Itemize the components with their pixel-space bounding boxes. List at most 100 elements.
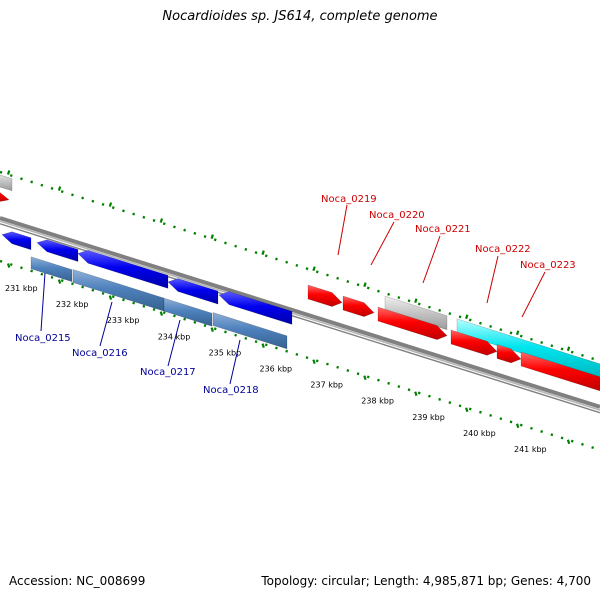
ruler-dot: [295, 352, 299, 356]
ruler-label-group: 231 kbp 232 kbp 233 kbp 234 kbp 235 kbp 236 k…: [5, 284, 547, 454]
ruler-dot: [173, 314, 176, 318]
ruler-major-tick: [261, 250, 265, 255]
ruler-major-tick: [6, 263, 11, 268]
reverse-gene-arrow: [167, 278, 219, 305]
feature-group: [0, 174, 600, 392]
ruler-dot: [581, 442, 584, 446]
ruler-major-tick: [515, 423, 520, 429]
ruler-major-tick: [57, 186, 62, 191]
ruler-lower: [0, 259, 595, 450]
ruler-upper: [0, 170, 595, 361]
ruler-major-tick: [363, 375, 367, 381]
forward-gene-arrow: [496, 344, 522, 364]
ruler-dot: [407, 299, 411, 303]
gene-label-leader: [521, 271, 546, 318]
ruler-dot: [448, 312, 452, 316]
ruler-dot: [417, 302, 421, 306]
ruler-dot: [183, 317, 187, 321]
genome-backbone: [0, 220, 600, 411]
ruler-label: 239 kbp: [412, 413, 445, 422]
ruler-dot: [489, 413, 493, 417]
ruler-dot: [458, 315, 462, 319]
ruler-dot: [224, 241, 227, 245]
reverse-cds-block: [30, 256, 73, 283]
ruler-label: 232 kbp: [56, 300, 89, 309]
genome-backbone: [0, 216, 600, 409]
ruler-major-tick: [6, 170, 11, 175]
gene-label: Noca_0217: [140, 367, 196, 378]
gene-label-leader: [167, 319, 181, 367]
ruler-dot: [244, 336, 248, 340]
ruler-major-tick: [159, 311, 164, 316]
ruler-dot: [0, 259, 3, 263]
ruler-dot: [377, 289, 380, 293]
ruler-dot: [581, 353, 584, 357]
ruler-dot: [244, 247, 248, 251]
ruler-dot: [264, 343, 268, 347]
ruler-dot: [336, 365, 340, 369]
ruler-dot: [315, 270, 319, 274]
ruler-dot: [397, 296, 401, 300]
ruler-dot: [479, 410, 482, 414]
forward-gene-arrow: [377, 306, 448, 340]
ruler-dot: [499, 328, 503, 332]
ruler-dot: [142, 304, 146, 308]
ruler-major-tick: [108, 202, 113, 207]
ruler-dot: [203, 235, 207, 239]
gene-label: Noca_0218: [203, 385, 259, 396]
ruler-label: 241 kbp: [514, 445, 547, 454]
ruler-dot: [438, 397, 442, 401]
ruler-dot: [315, 359, 319, 363]
ruler-dot: [264, 254, 268, 258]
ruler-dot: [530, 337, 533, 341]
ruler-dot: [540, 430, 544, 433]
forward-gene-arrow: [520, 351, 600, 392]
ruler-dot: [540, 341, 544, 344]
ruler-dot: [407, 388, 411, 392]
ruler-dot: [275, 346, 278, 350]
ruler-dot: [275, 257, 278, 261]
ruler-dot: [468, 318, 472, 322]
ruler-dot: [81, 196, 85, 200]
ruler-dot: [213, 327, 217, 331]
ruler-major-tick: [57, 279, 62, 284]
ruler-label: 237 kbp: [310, 381, 343, 390]
ruler-dot: [550, 433, 554, 437]
gene-label-leader: [99, 301, 113, 347]
ruler-dot: [499, 417, 503, 421]
ruler-major-tick: [312, 359, 316, 364]
ruler-major-tick: [414, 391, 418, 397]
ruler-dot: [254, 340, 258, 344]
gene-label: Noca_0221: [415, 224, 471, 235]
ruler-dot: [20, 266, 23, 270]
ruler-dot: [428, 305, 431, 309]
ruler-dot: [254, 251, 258, 255]
ruler-dot: [101, 202, 105, 206]
ruler-dot: [468, 407, 472, 411]
ruler-dot: [591, 357, 595, 361]
ruler-dot: [213, 238, 217, 242]
gene-label-leader: [422, 235, 441, 284]
ruler-dot: [509, 420, 513, 424]
map-title: Nocardioides sp. JS614, complete genome: [162, 9, 438, 24]
ruler-dot: [530, 426, 533, 430]
gene-label-leader: [370, 221, 395, 266]
other-feature-block: [384, 295, 448, 331]
genome-summary-text: Topology: circular; Length: 4,985,871 bp…: [261, 574, 591, 588]
gene-label: Noca_0215: [15, 333, 71, 344]
reverse-cds-block: [212, 312, 288, 350]
ruler-dot: [203, 324, 207, 328]
ruler-dot: [193, 320, 197, 324]
ruler-dot: [162, 311, 166, 315]
ruler-dot: [397, 385, 401, 389]
reverse-gene-arrow: [36, 239, 79, 262]
ruler-dot: [111, 206, 115, 210]
ruler-major-tick: [210, 234, 214, 239]
ruler-label: 240 kbp: [463, 429, 496, 438]
ruler-major-tick: [312, 266, 316, 271]
ruler-dot: [387, 381, 391, 385]
ruler-dot: [50, 186, 54, 190]
ruler-dot: [20, 177, 23, 181]
ruler-dot: [448, 401, 452, 405]
ruler-dot: [50, 275, 54, 279]
